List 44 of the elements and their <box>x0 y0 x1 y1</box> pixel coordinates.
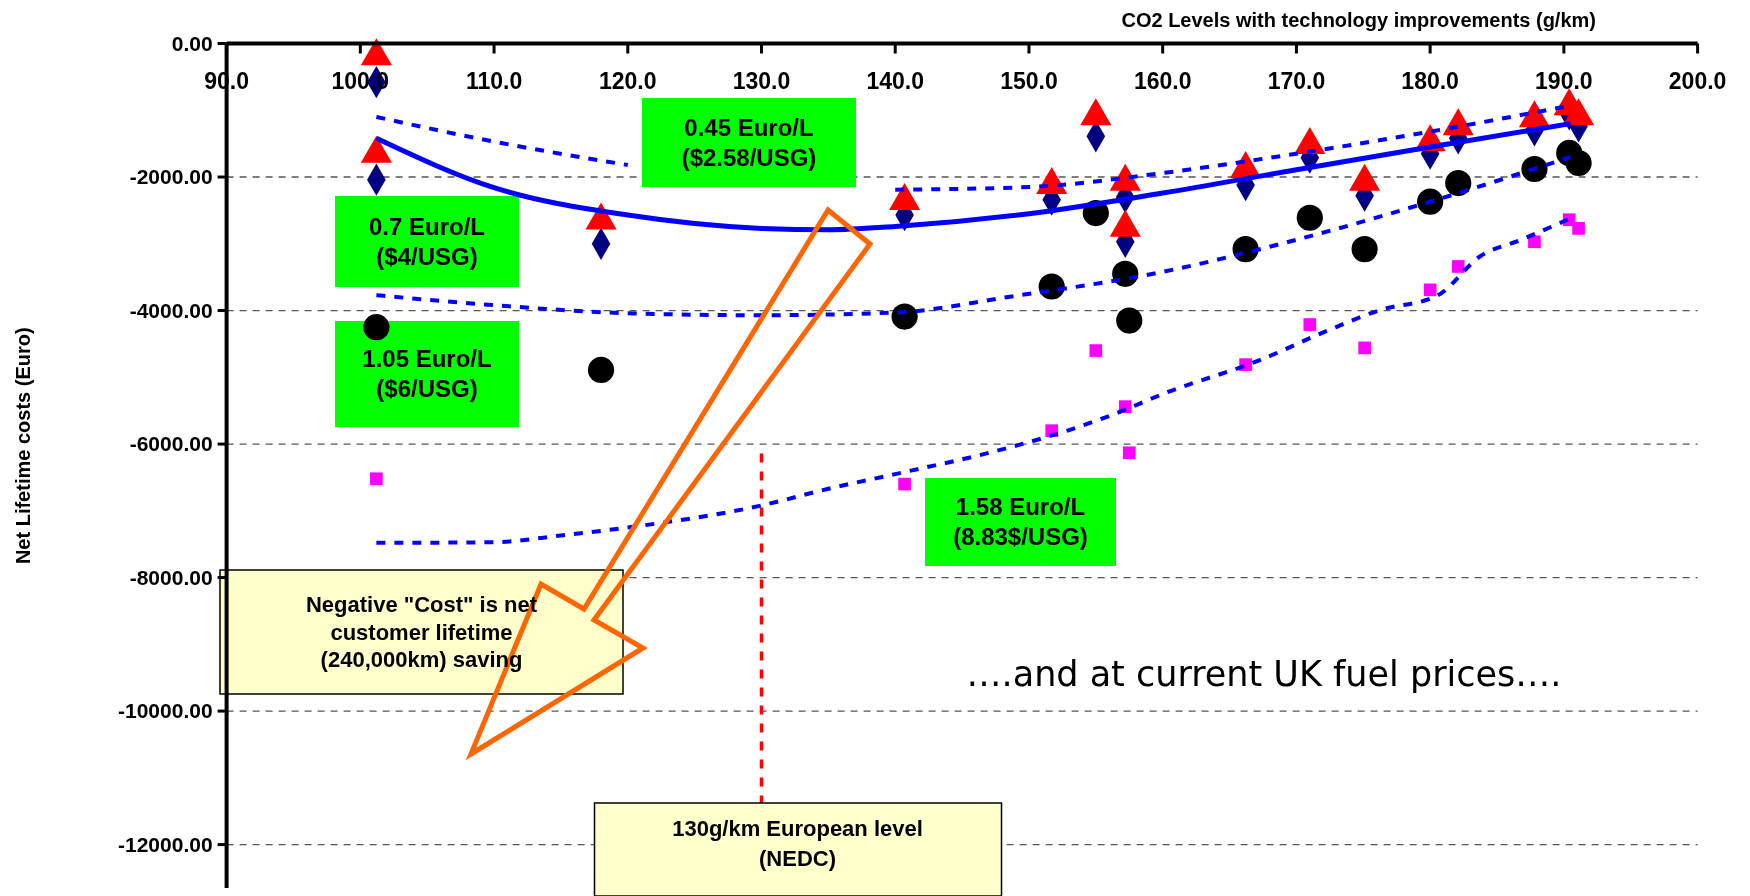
point <box>1089 344 1103 357</box>
annotation: 0.7 Euro/L ($4/USG) <box>368 212 486 270</box>
y-axis-title: Net Lifetime costs (Euro) <box>12 327 34 565</box>
point <box>1565 149 1592 177</box>
x-tick-label: 110.0 <box>465 67 523 94</box>
x-tick-label: 140.0 <box>866 67 925 94</box>
y-tick-label: -10000.00 <box>118 699 213 723</box>
point <box>891 303 918 330</box>
annotation: 1.58 Euro/L (8.83$/USG) <box>953 493 1088 551</box>
point <box>1303 318 1317 331</box>
point <box>1572 222 1585 235</box>
y-tick-label: -12000.00 <box>118 832 213 856</box>
point <box>898 477 911 491</box>
y-tick-label: -4000.00 <box>129 298 213 322</box>
x-tick-label: 120.0 <box>599 67 657 94</box>
x-tick-label: 190.0 <box>1535 67 1593 94</box>
annotation: ….and at current UK fuel prices…. <box>966 654 1562 694</box>
x-tick-label: 150.0 <box>1000 67 1058 94</box>
point <box>1451 260 1465 273</box>
ref-line-label: 130g/km European level (NEDC) <box>672 816 923 871</box>
point <box>1116 307 1143 334</box>
x-tick-label: 130.0 <box>732 67 791 94</box>
point <box>1296 204 1323 231</box>
x-tick-label: 170.0 <box>1267 67 1326 94</box>
y-tick-label: 0.00 <box>171 31 213 55</box>
y-tick-label: -2000.00 <box>129 165 213 189</box>
point <box>587 356 615 384</box>
point <box>363 314 390 341</box>
point <box>370 472 383 486</box>
x-tick-label: 200.0 <box>1668 67 1727 94</box>
annotation: 1.05 Euro/L ($6/USG) <box>362 345 492 403</box>
point <box>1423 283 1437 297</box>
x-tick-label: 160.0 <box>1133 67 1192 94</box>
x-axis-title: CO2 Levels with technology improvements (g/km) <box>1121 9 1596 31</box>
point <box>1417 188 1444 215</box>
point <box>1351 236 1378 263</box>
point <box>1358 341 1371 355</box>
point <box>1521 155 1548 183</box>
y-tick-label: -6000.00 <box>129 432 213 456</box>
annotation: 0.45 Euro/L ($2.58/USG) <box>681 113 817 171</box>
point <box>1122 446 1136 460</box>
x-tick-label: 180.0 <box>1401 67 1459 94</box>
y-tick-label: -8000.00 <box>129 565 213 589</box>
point <box>1445 169 1472 197</box>
